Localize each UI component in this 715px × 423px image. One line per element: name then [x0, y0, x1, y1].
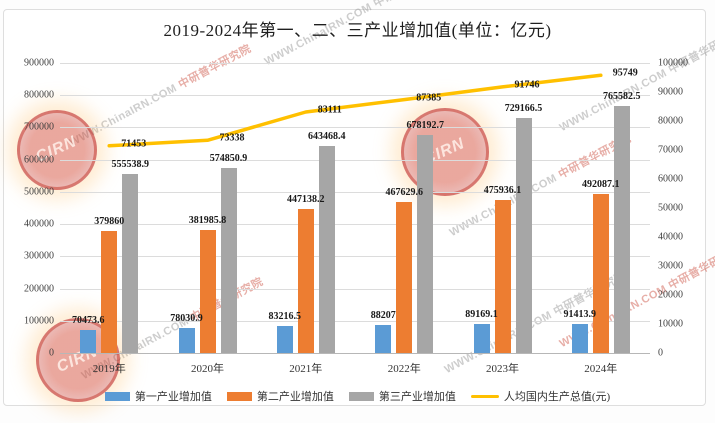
right-axis-tick-label: 40000 [658, 231, 683, 243]
left-axis-tick-label: 800000 [24, 89, 54, 101]
left-axis-tick-label: 700000 [24, 121, 54, 133]
legend-label: 第一产业增加值 [134, 391, 212, 403]
bar-value-label: 765582.5 [603, 91, 641, 103]
right-axis-tick-label: 90000 [658, 86, 683, 98]
bar-series-3 [220, 167, 237, 353]
bar-series-2 [199, 229, 216, 353]
grid-line [60, 224, 650, 226]
right-axis-tick-label: 100000 [658, 57, 688, 69]
right-axis-tick-label: 20000 [658, 289, 683, 301]
right-axis-tick-label: 30000 [658, 260, 683, 272]
legend: 第一产业增加值 第二产业增加值 第三产业增加值 人均国内生产总值(元) [0, 388, 715, 404]
x-axis-category-label: 2022年 [387, 363, 421, 375]
grid-line [60, 320, 650, 322]
left-axis-tick-label: 200000 [24, 283, 54, 295]
left-axis-tick-label: 500000 [24, 186, 54, 198]
line-value-label: 83111 [317, 104, 342, 116]
chart-title: 2019-2024年第一、二、三产业增加值(单位：亿元) [163, 21, 552, 40]
grid-line [60, 159, 650, 161]
bar-value-label: 467629.6 [385, 187, 423, 199]
legend-swatch-bar-icon [348, 391, 374, 401]
bar-value-label: 729166.5 [504, 103, 543, 114]
x-axis-category-label: 2020年 [191, 363, 224, 375]
legend-swatch-line-icon [470, 394, 499, 398]
bar-value-label: 447138.2 [287, 193, 325, 205]
bar-value-label: 91413.9 [563, 308, 597, 320]
bar-series-2 [396, 202, 413, 353]
left-axis-tick-label: 0 [49, 347, 54, 359]
bar-value-label: 78030.9 [170, 312, 203, 324]
line-value-label: 87385 [416, 92, 442, 104]
bar-series-1 [276, 326, 293, 353]
line-value-label: 73338 [219, 132, 245, 144]
bar-series-2 [592, 194, 609, 353]
left-axis-tick-label: 900000 [24, 57, 54, 69]
legend-item-3: 第三产业增加值 [348, 388, 456, 404]
right-axis-tick-label: 80000 [658, 115, 683, 127]
legend-swatch-bar-icon [226, 391, 252, 401]
legend-label: 第二产业增加值 [256, 391, 334, 403]
right-axis-tick-label: 10000 [658, 318, 683, 330]
grid-line [60, 95, 650, 97]
right-axis-tick-label: 60000 [658, 173, 683, 185]
bar-series-3 [122, 174, 139, 353]
bar-value-label: 88207 [370, 309, 396, 321]
bar-value-label: 475936.1 [483, 184, 522, 196]
line-value-label: 71453 [121, 138, 147, 150]
bar-value-label: 574850.9 [209, 152, 248, 164]
bar-value-label: 89169.1 [465, 309, 498, 321]
x-axis-category-label: 2019年 [92, 363, 126, 375]
left-axis-tick-label: 400000 [24, 218, 54, 230]
legend-item-1: 第一产业增加值 [104, 388, 212, 404]
bar-value-label: 381985.8 [188, 214, 227, 226]
bar-value-label: 83216.5 [268, 311, 302, 323]
legend-swatch-bar-icon [104, 391, 130, 401]
line-value-label: 95749 [612, 67, 638, 79]
bar-series-1 [375, 324, 392, 353]
bar-series-3 [318, 145, 335, 353]
legend-item-2: 第二产业增加值 [226, 388, 334, 404]
bar-series-1 [473, 324, 490, 353]
right-axis-tick-label: 50000 [658, 202, 683, 214]
bar-series-3 [417, 134, 434, 353]
bar-series-1 [80, 330, 97, 353]
left-axis-tick-label: 100000 [24, 315, 54, 327]
x-axis-category-label: 2023年 [486, 363, 519, 375]
grid-line [60, 127, 650, 129]
bar-value-label: 379860 [94, 215, 125, 227]
right-axis-tick-label: 0 [658, 347, 663, 359]
legend-label: 人均国内生产总值(元) [503, 391, 611, 403]
bar-series-1 [571, 323, 588, 353]
x-axis-category-label: 2021年 [289, 363, 323, 375]
bar-value-label: 492087.1 [582, 179, 620, 191]
grid-line [60, 256, 650, 258]
grid-line [60, 63, 650, 64]
bar-series-3 [515, 118, 532, 353]
bar-value-label: 555538.9 [111, 159, 149, 170]
bar-value-label: 678192.7 [406, 119, 444, 131]
legend-label: 第三产业增加值 [378, 391, 456, 403]
bar-series-2 [297, 208, 314, 353]
grid-line [60, 288, 650, 290]
bar-series-3 [613, 106, 630, 353]
grid-line [60, 191, 650, 193]
right-axis-tick-label: 70000 [658, 144, 683, 156]
bar-series-2 [101, 230, 118, 353]
bar-value-label: 70473.6 [71, 315, 105, 327]
legend-item-4: 人均国内生产总值(元) [470, 388, 611, 404]
bar-series-1 [178, 327, 195, 353]
x-axis-category-label: 2024年 [584, 363, 618, 375]
bar-value-label: 643468.4 [308, 130, 346, 142]
left-axis-tick-label: 300000 [24, 250, 54, 262]
line-value-label: 91746 [514, 79, 540, 91]
left-axis-tick-label: 600000 [24, 154, 54, 166]
bar-series-2 [494, 199, 511, 353]
x-axis-line [60, 353, 650, 354]
